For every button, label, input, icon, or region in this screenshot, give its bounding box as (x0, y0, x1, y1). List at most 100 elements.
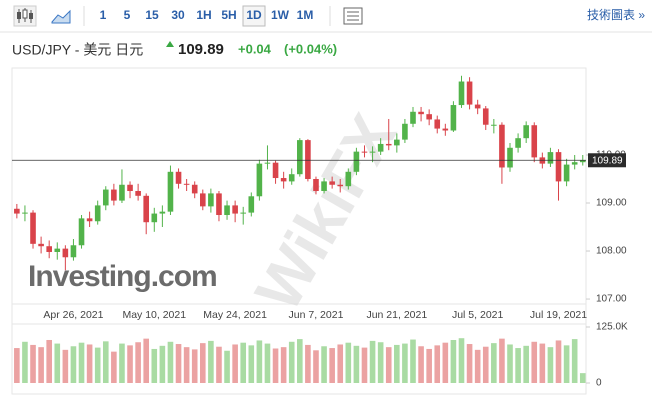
candle-body (402, 123, 408, 140)
interval-button[interactable]: 1M (297, 8, 314, 22)
x-tick-label: May 10, 2021 (122, 309, 186, 321)
chart-frame (11, 67, 587, 395)
candle-body (248, 196, 255, 213)
candle-body (466, 81, 473, 105)
interval-button[interactable]: 30 (171, 8, 185, 22)
candle-body (135, 191, 141, 196)
interval-button[interactable]: 1 (100, 8, 107, 22)
volume-bar (199, 343, 206, 383)
candle-body (329, 181, 335, 185)
volume-bar (305, 344, 311, 383)
candle-body (313, 178, 319, 192)
volume-bar (232, 344, 238, 383)
candle-body (385, 143, 392, 146)
up-arrow (166, 41, 174, 47)
candle-body (208, 193, 214, 207)
settings-icon[interactable] (343, 7, 363, 25)
volume-bar (394, 344, 400, 383)
volume-bar (70, 346, 77, 383)
y-tick-label: 108.00 (596, 246, 627, 257)
y-tick-label: 109.00 (596, 198, 627, 209)
volume-bar (442, 342, 449, 383)
volume-bar (499, 338, 505, 383)
area-icon[interactable] (51, 9, 71, 24)
candle-body (232, 205, 238, 214)
chart-title: USD/JPY - 美元 日元 (12, 42, 143, 58)
volume-bar (159, 345, 166, 383)
candle-body (159, 211, 166, 214)
volume-bar (191, 349, 198, 383)
volume-bar (337, 344, 344, 383)
volume-bar (571, 339, 578, 383)
volume-bar (102, 341, 109, 383)
volume-bar (264, 343, 271, 383)
selected-interval (242, 5, 266, 27)
interval-button[interactable]: 15 (145, 8, 159, 22)
candle-body (337, 184, 344, 187)
volume-bar (208, 340, 214, 383)
volume-bar (321, 346, 327, 383)
candle-body (353, 151, 360, 172)
candle-body (183, 183, 190, 185)
candle-body (305, 140, 311, 179)
volume-bar (111, 351, 117, 383)
volume-bar (531, 341, 538, 383)
volume-bar (579, 373, 586, 383)
volume-bar (385, 347, 392, 383)
candle-body (102, 189, 109, 206)
volume-bar (523, 345, 529, 383)
candle-body (143, 195, 150, 223)
candle-body (272, 162, 279, 179)
volume-bar (167, 341, 174, 383)
volume-bar (127, 345, 133, 383)
candle-body (491, 124, 497, 126)
candle-body (191, 184, 198, 194)
volume-bar (135, 342, 141, 383)
candle-body (22, 212, 28, 214)
candle-body (345, 171, 352, 187)
volume-bar (377, 342, 384, 383)
volume-bar (426, 348, 432, 383)
candle-body (442, 128, 449, 131)
interval-button[interactable]: 1H (196, 8, 211, 22)
candle-icon[interactable] (13, 5, 37, 27)
volume-bar (224, 350, 230, 383)
volume-bar (183, 347, 190, 383)
volume-bar (30, 344, 36, 383)
volume-bar (94, 347, 101, 383)
volume-bar (450, 339, 457, 383)
candle-body (151, 213, 158, 223)
x-tick-label: Jul 19, 2021 (530, 309, 587, 321)
candle-body (264, 162, 271, 164)
candle-body (531, 125, 538, 158)
volume-bar (14, 348, 20, 383)
volume-bar (466, 344, 473, 383)
technical-chart-link[interactable]: 技術圖表 » (587, 8, 645, 22)
volume-bar (434, 345, 441, 383)
candle-body (199, 193, 206, 207)
candle-body (377, 143, 384, 152)
volume-bar (507, 344, 513, 383)
candle-body (216, 193, 222, 216)
watermark: Investing.com (28, 260, 217, 293)
candle-body (256, 163, 263, 197)
candle-body (94, 205, 101, 222)
candle-body (571, 162, 578, 165)
candle-body (119, 184, 125, 201)
interval-button[interactable]: 5H (221, 8, 236, 22)
candle-body (507, 147, 513, 168)
volume-bar (62, 349, 69, 383)
interval-button[interactable]: 1D (246, 8, 262, 22)
x-tick-label: Jul 5, 2021 (452, 309, 504, 321)
candle-body (62, 248, 69, 258)
candle-body (78, 218, 85, 246)
interval-button[interactable]: 1W (271, 8, 290, 22)
interval-button[interactable]: 5 (124, 8, 131, 22)
candle-body (361, 151, 368, 153)
volume-bar (216, 346, 222, 383)
candle-body (579, 160, 586, 163)
volume-bar (563, 345, 570, 383)
volume-bar (458, 338, 465, 383)
candle-body (280, 178, 287, 182)
